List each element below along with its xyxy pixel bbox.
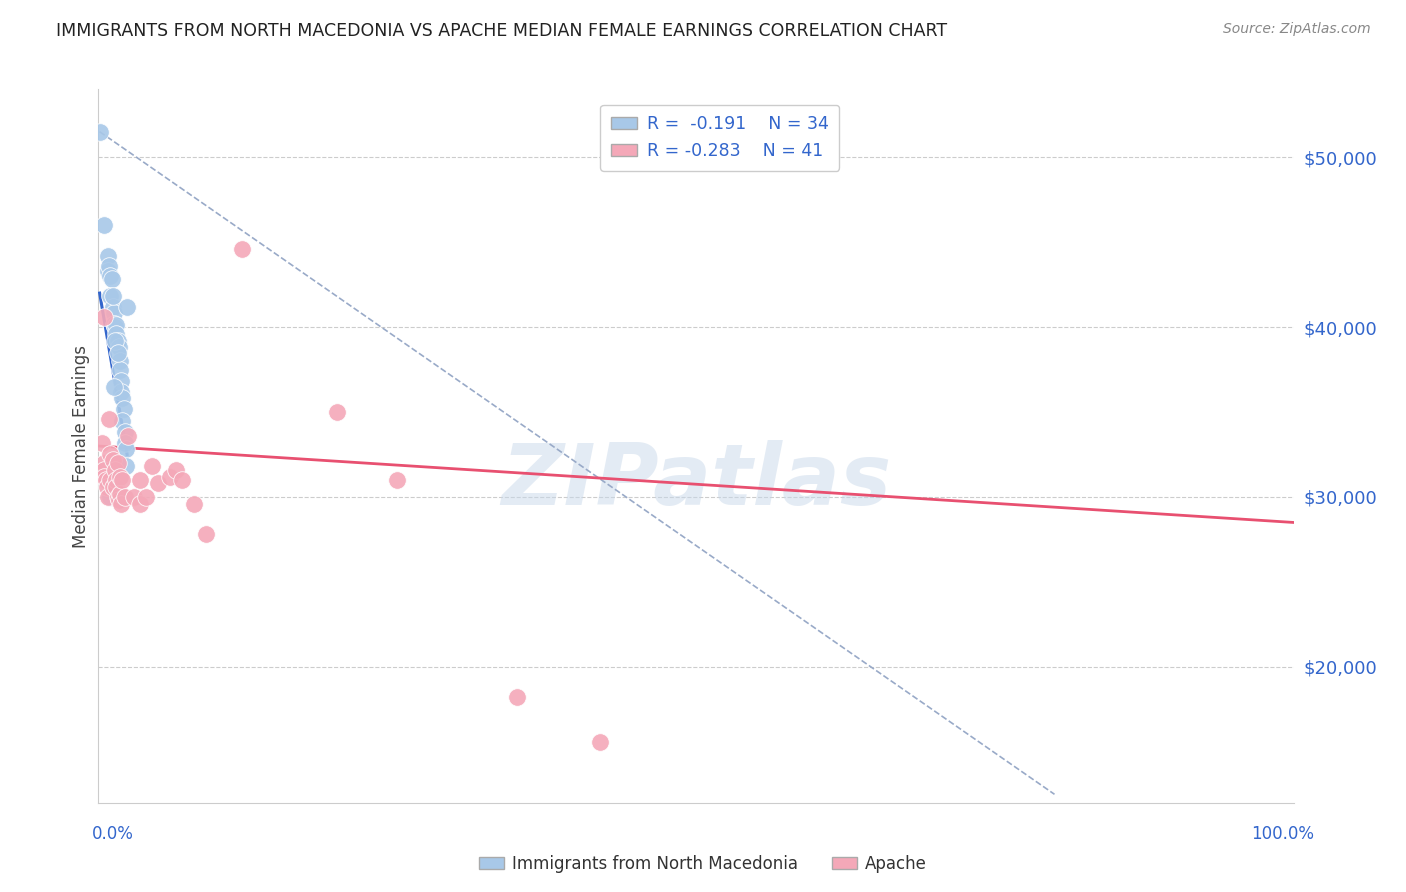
Point [89,125,111,139]
Point [165,463,187,477]
Point [112,401,135,416]
Text: 100.0%: 100.0% [1251,825,1315,843]
Point [108,354,131,368]
Point [101,480,124,494]
Point [111,392,134,406]
Point [101,452,124,467]
Point [98,448,122,462]
Point [117,429,139,443]
Point [124,490,146,504]
Y-axis label: Median Female Earnings: Median Female Earnings [72,344,90,548]
Point [93,218,115,232]
Point [385,473,409,487]
Point [107,334,129,348]
Point [98,269,122,284]
Point [103,306,125,320]
Point [104,334,127,348]
Point [114,435,136,450]
Text: IMMIGRANTS FROM NORTH MACEDONIA VS APACHE MEDIAN FEMALE EARNINGS CORRELATION CHA: IMMIGRANTS FROM NORTH MACEDONIA VS APACH… [56,22,948,40]
Point [195,527,218,541]
Point [98,259,121,273]
Point [105,318,128,333]
Point [183,497,205,511]
Point [93,456,115,470]
Point [103,317,125,331]
Point [326,405,349,419]
Point [108,486,131,500]
Point [107,490,129,504]
Point [111,413,134,427]
Point [97,490,120,504]
Point [98,473,122,487]
Point [108,469,131,483]
Point [94,473,117,487]
Point [111,473,134,487]
Point [141,459,163,474]
Point [98,412,121,426]
Point [104,463,127,477]
Point [114,425,136,440]
Point [589,734,612,748]
Point [115,459,138,474]
Point [93,310,115,324]
Point [91,435,114,450]
Point [96,480,118,494]
Point [105,473,128,487]
Point [97,264,120,278]
Point [108,362,131,376]
Point [114,490,136,504]
Point [107,493,129,508]
Point [97,249,120,263]
Point [110,375,132,389]
Point [148,476,170,491]
Point [129,473,152,487]
Point [107,341,129,355]
Point [506,690,529,705]
Text: Source: ZipAtlas.com: Source: ZipAtlas.com [1223,22,1371,37]
Point [110,497,132,511]
Text: 0.0%: 0.0% [91,825,134,843]
Point [115,300,138,314]
Point [104,320,127,334]
Point [231,242,253,256]
Point [100,272,122,286]
Point [93,463,115,477]
Point [135,490,157,504]
Point [105,480,128,494]
Point [159,469,181,483]
Point [101,300,124,314]
Point [129,497,152,511]
Point [98,490,122,504]
Point [172,473,194,487]
Legend: Immigrants from North Macedonia, Apache: Immigrants from North Macedonia, Apache [472,848,934,880]
Point [107,469,129,483]
Point [107,345,129,359]
Point [107,456,129,470]
Text: ZIPatlas: ZIPatlas [501,440,891,524]
Point [93,469,115,483]
Point [105,326,128,341]
Point [98,289,122,303]
Point [115,442,138,457]
Legend: R =  -0.191    N = 34, R = -0.283    N = 41: R = -0.191 N = 34, R = -0.283 N = 41 [600,105,839,170]
Point [101,289,124,303]
Point [103,379,125,393]
Point [110,384,132,399]
